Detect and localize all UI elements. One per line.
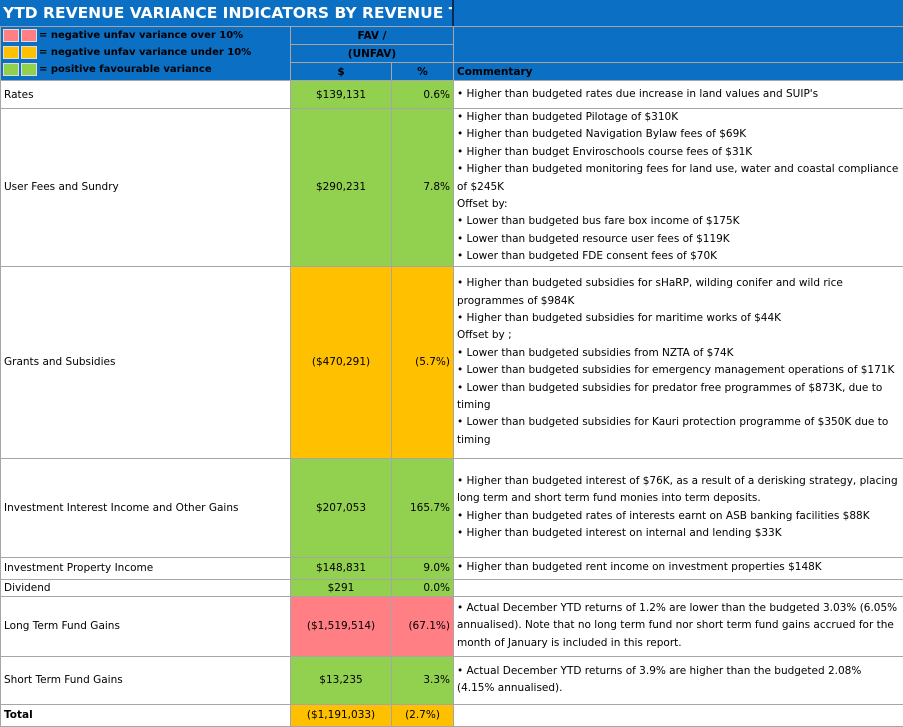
commentary-header-spacer: [454, 27, 903, 63]
variance-percent: 9.0%: [392, 557, 454, 579]
percent-header: %: [392, 63, 454, 81]
commentary-line: • Lower than budgeted bus fare box incom…: [457, 213, 900, 230]
commentary: • Higher than budgeted subsidies for sHa…: [454, 266, 903, 458]
commentary-line: • Lower than budgeted resource user fees…: [457, 231, 900, 248]
variance-dollar: $139,131: [291, 81, 392, 109]
amber-swatch-icon: [3, 46, 19, 59]
commentary-line: • Lower than budgeted subsidies for Kaur…: [457, 414, 900, 449]
total-dollar: ($1,191,033): [291, 704, 392, 726]
legend-label: = negative unfav variance over 10%: [39, 30, 243, 41]
commentary: • Higher than budgeted rates due increas…: [454, 81, 903, 109]
commentary-line: • Lower than budgeted FDE consent fees o…: [457, 248, 900, 265]
variance-percent: 3.3%: [392, 656, 454, 704]
revenue-type: Investment Interest Income and Other Gai…: [1, 458, 291, 557]
total-label: Total: [1, 704, 291, 726]
commentary-line: • Higher than budgeted rent income on in…: [457, 559, 900, 576]
commentary-line: • Actual December YTD returns of 3.9% ar…: [457, 663, 900, 698]
variance-percent: 0.6%: [392, 81, 454, 109]
commentary: • Higher than budgeted interest of $76K,…: [454, 458, 903, 557]
revenue-type: Short Term Fund Gains: [1, 656, 291, 704]
fav-header: FAV /: [291, 27, 454, 45]
legend-item-over10: = negative unfav variance over 10%: [3, 27, 288, 44]
commentary-header: Commentary: [454, 63, 903, 81]
commentary-line: • Lower than budgeted subsidies from NZT…: [457, 345, 900, 362]
amber-swatch-icon: [21, 46, 37, 59]
variance-percent: (67.1%): [392, 596, 454, 656]
revenue-type: Investment Property Income: [1, 557, 291, 579]
legend-item-under10: = negative unfav variance under 10%: [3, 44, 288, 61]
commentary: • Higher than budgeted Pilotage of $310K…: [454, 109, 903, 267]
dollar-header: $: [291, 63, 392, 81]
commentary-line: • Higher than budgeted Pilotage of $310K: [457, 109, 900, 126]
total-commentary: [454, 704, 903, 726]
title-row: YTD REVENUE VARIANCE INDICATORS BY REVEN…: [0, 0, 903, 26]
variance-percent: (5.7%): [392, 266, 454, 458]
commentary-line: • Higher than budgeted rates due increas…: [457, 86, 900, 103]
commentary-line: • Higher than budgeted subsidies for sHa…: [457, 275, 900, 310]
red-swatch-icon: [21, 29, 37, 42]
report-title: YTD REVENUE VARIANCE INDICATORS BY REVEN…: [0, 0, 452, 26]
table-row: Investment Interest Income and Other Gai…: [1, 458, 903, 557]
total-row: Total($1,191,033)(2.7%): [1, 704, 903, 726]
green-swatch-icon: [21, 63, 37, 76]
revenue-type: Dividend: [1, 579, 291, 596]
commentary: • Higher than budgeted rent income on in…: [454, 557, 903, 579]
variance-dollar: $290,231: [291, 109, 392, 267]
commentary-line: • Lower than budgeted subsidies for pred…: [457, 380, 900, 415]
red-swatch-icon: [3, 29, 19, 42]
variance-table: = negative unfav variance over 10% = neg…: [0, 26, 903, 727]
total-percent: (2.7%): [392, 704, 454, 726]
variance-dollar: ($470,291): [291, 266, 392, 458]
commentary: • Actual December YTD returns of 3.9% ar…: [454, 656, 903, 704]
variance-dollar: $13,235: [291, 656, 392, 704]
commentary: • Actual December YTD returns of 1.2% ar…: [454, 596, 903, 656]
commentary-line: • Lower than budgeted subsidies for emer…: [457, 362, 900, 379]
header-row: = negative unfav variance over 10% = neg…: [1, 27, 903, 45]
table-row: Grants and Subsidies($470,291)(5.7%)• Hi…: [1, 266, 903, 458]
commentary-line: • Higher than budgeted rates of interest…: [457, 508, 900, 525]
commentary: [454, 579, 903, 596]
variance-percent: 7.8%: [392, 109, 454, 267]
variance-percent: 165.7%: [392, 458, 454, 557]
commentary-line: Offset by:: [457, 196, 900, 213]
legend-label: = negative unfav variance under 10%: [39, 47, 251, 58]
revenue-type: User Fees and Sundry: [1, 109, 291, 267]
commentary-line: • Higher than budgeted monitoring fees f…: [457, 161, 900, 196]
table-row: Long Term Fund Gains($1,519,514)(67.1%)•…: [1, 596, 903, 656]
variance-percent: 0.0%: [392, 579, 454, 596]
legend-item-favourable: = positive favourable variance: [3, 61, 288, 78]
legend: = negative unfav variance over 10% = neg…: [1, 27, 291, 81]
green-swatch-icon: [3, 63, 19, 76]
variance-dollar: $207,053: [291, 458, 392, 557]
commentary-line: • Higher than budgeted subsidies for mar…: [457, 310, 900, 327]
unfav-header: (UNFAV): [291, 45, 454, 63]
title-bar-right: [452, 0, 903, 26]
commentary-line: • Higher than budget Enviroschools cours…: [457, 144, 900, 161]
legend-label: = positive favourable variance: [39, 64, 212, 75]
commentary-line: • Higher than budgeted interest on inter…: [457, 525, 900, 542]
commentary-line: Offset by ;: [457, 327, 900, 344]
variance-dollar: ($1,519,514): [291, 596, 392, 656]
revenue-type: Long Term Fund Gains: [1, 596, 291, 656]
revenue-type: Grants and Subsidies: [1, 266, 291, 458]
commentary-line: • Actual December YTD returns of 1.2% ar…: [457, 600, 900, 652]
variance-dollar: $291: [291, 579, 392, 596]
commentary-line: • Higher than budgeted Navigation Bylaw …: [457, 126, 900, 143]
commentary-line: • Higher than budgeted interest of $76K,…: [457, 473, 900, 508]
variance-dollar: $148,831: [291, 557, 392, 579]
revenue-type: Rates: [1, 81, 291, 109]
